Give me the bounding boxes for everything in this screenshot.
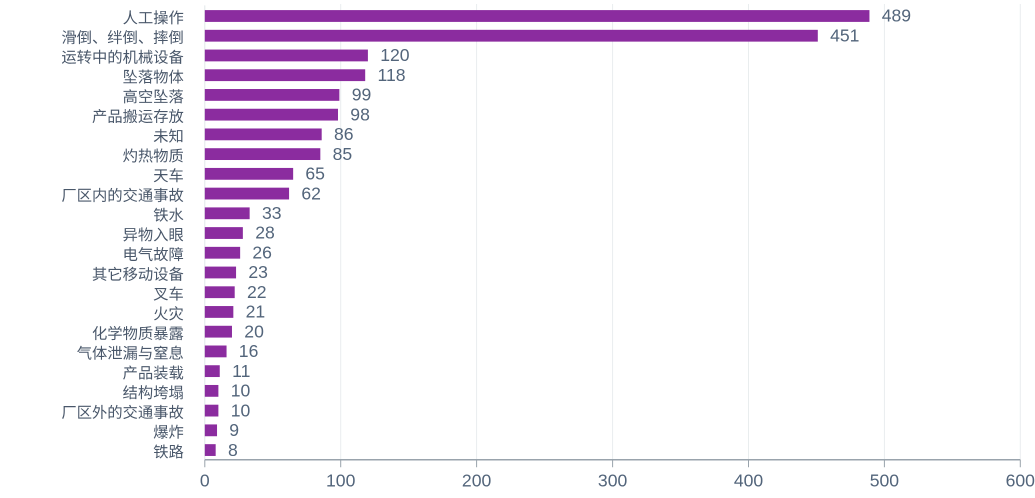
svg-text:100: 100: [326, 470, 356, 490]
svg-text:451: 451: [830, 25, 859, 45]
svg-text:500: 500: [870, 470, 900, 490]
svg-text:200: 200: [462, 470, 492, 490]
svg-text:10: 10: [231, 381, 251, 401]
svg-text:20: 20: [244, 321, 264, 341]
svg-text:62: 62: [301, 183, 321, 203]
svg-text:26: 26: [252, 242, 272, 262]
svg-text:120: 120: [380, 45, 410, 65]
svg-text:22: 22: [247, 282, 267, 302]
svg-text:9: 9: [229, 420, 239, 440]
svg-text:489: 489: [882, 6, 911, 26]
svg-text:86: 86: [334, 124, 354, 144]
svg-text:118: 118: [378, 65, 406, 85]
svg-text:300: 300: [598, 470, 628, 490]
svg-text:0: 0: [200, 470, 210, 490]
svg-text:28: 28: [255, 223, 275, 243]
svg-text:600: 600: [1006, 470, 1035, 490]
svg-text:33: 33: [262, 203, 282, 223]
svg-text:21: 21: [246, 302, 266, 322]
svg-text:99: 99: [352, 85, 372, 105]
svg-text:16: 16: [239, 341, 259, 361]
svg-text:11: 11: [232, 361, 250, 381]
svg-text:65: 65: [305, 164, 325, 184]
svg-text:400: 400: [734, 470, 764, 490]
svg-text:23: 23: [248, 262, 268, 282]
svg-text:98: 98: [350, 104, 370, 124]
svg-text:85: 85: [333, 144, 353, 164]
svg-text:8: 8: [228, 440, 238, 460]
svg-text:10: 10: [231, 400, 251, 420]
